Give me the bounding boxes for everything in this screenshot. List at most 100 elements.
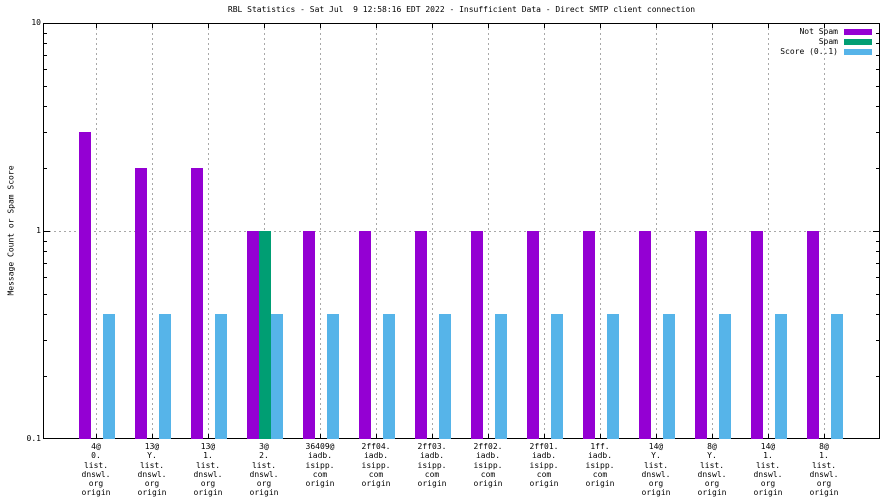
bar-score-0-1 [495,314,507,439]
x-tick-label: 13@ 1. list. dnswl. org origin [193,442,223,498]
x-tick-bottom [376,434,377,438]
bar-score-0-1 [663,314,675,439]
y-minor-tick [876,294,879,295]
bar-score-0-1 [327,314,339,439]
x-tick-label: 8@ Y. list. dnswl. org origin [697,442,727,498]
legend-row: Score (0..1) [0,47,896,57]
y-minor-tick [876,251,879,252]
x-tick-label: 14@ 1. list. dnswl. org origin [753,442,783,498]
y-minor-tick [876,340,879,341]
x-tick-top [432,24,433,28]
y-minor-tick [44,43,47,44]
x-tick-bottom [488,434,489,438]
y-minor-tick [876,263,879,264]
y-minor-tick [44,69,47,70]
y-minor-tick [44,132,47,133]
y-minor-tick [44,294,47,295]
bar-score-0-1 [103,314,115,439]
y-minor-tick [876,33,879,34]
y-minor-tick [876,241,879,242]
y-minor-tick [876,55,879,56]
x-tick-bottom [824,434,825,438]
x-tick-bottom [208,434,209,438]
x-tick-top [320,24,321,28]
x-tick-top [208,24,209,28]
x-tick-top [264,24,265,28]
bar-not-spam [807,231,819,439]
legend-row: Spam [0,37,896,47]
x-tick-top [768,24,769,28]
y-minor-tick [44,55,47,56]
legend-label: Score (0..1) [780,47,838,56]
legend-swatch [844,49,872,55]
bar-score-0-1 [775,314,787,439]
plot-area-border [43,23,880,439]
bar-not-spam [639,231,651,439]
x-tick-top [712,24,713,28]
x-tick-top [824,24,825,28]
x-tick-bottom [96,434,97,438]
bar-score-0-1 [383,314,395,439]
x-tick-top [600,24,601,28]
bar-not-spam [79,132,91,439]
x-tick-label: 8@ 1. list. dnswl. org origin [809,442,839,498]
legend-swatch [844,29,872,35]
legend: Not Spam Spam Score (0..1) [0,0,896,60]
bar-not-spam [751,231,763,439]
y-minor-tick [44,277,47,278]
x-tick-bottom [600,434,601,438]
y-minor-tick [876,376,879,377]
x-tick-label: 3@ 2. list. dnswl. org origin [249,442,279,498]
x-tick-bottom [712,434,713,438]
y-minor-tick [876,106,879,107]
y-tick-label: 0.1 [26,434,41,443]
bar-score-0-1 [271,314,283,439]
x-tick-bottom [544,434,545,438]
bar-not-spam [695,231,707,439]
y-minor-tick [44,263,47,264]
bar-not-spam [471,231,483,439]
bar-score-0-1 [551,314,563,439]
legend-swatch [844,39,872,45]
bar-not-spam [583,231,595,439]
y-minor-tick [44,376,47,377]
y-minor-tick [876,86,879,87]
x-tick-label: 36409@ iadb. isipp. com origin [305,442,335,489]
x-tick-label: 13@ Y. list. dnswl. org origin [137,442,167,498]
x-tick-top [376,24,377,28]
x-tick-bottom [768,434,769,438]
x-tick-label: 2ff02. iadb. isipp. com origin [473,442,503,489]
bar-not-spam [415,231,427,439]
x-tick-top [656,24,657,28]
horizontal-gridline [44,231,880,232]
y-minor-tick [876,43,879,44]
x-tick-top [544,24,545,28]
y-major-tick [873,231,879,232]
y-minor-tick [44,340,47,341]
x-tick-bottom [656,434,657,438]
y-minor-tick [876,132,879,133]
y-minor-tick [44,241,47,242]
x-tick-label: 14@ Y. list. dnswl. org origin [641,442,671,498]
y-minor-tick [876,277,879,278]
x-tick-label: 2ff04. iadb. isipp. com origin [361,442,391,489]
chart-title: RBL Statistics - Sat Jul 9 12:58:16 EDT … [227,5,696,14]
x-tick-label: 2ff03. iadb. isipp. com origin [417,442,447,489]
bar-score-0-1 [215,314,227,439]
bar-score-0-1 [159,314,171,439]
bar-not-spam [247,231,259,439]
legend-label: Not Spam [799,27,838,36]
bar-not-spam [527,231,539,439]
x-tick-bottom [320,434,321,438]
bar-score-0-1 [831,314,843,439]
y-minor-tick [44,168,47,169]
x-tick-top [152,24,153,28]
y-minor-tick [44,33,47,34]
x-tick-bottom [152,434,153,438]
x-tick-label: 1ff. iadb. isipp. com origin [585,442,615,489]
bar-not-spam [359,231,371,439]
